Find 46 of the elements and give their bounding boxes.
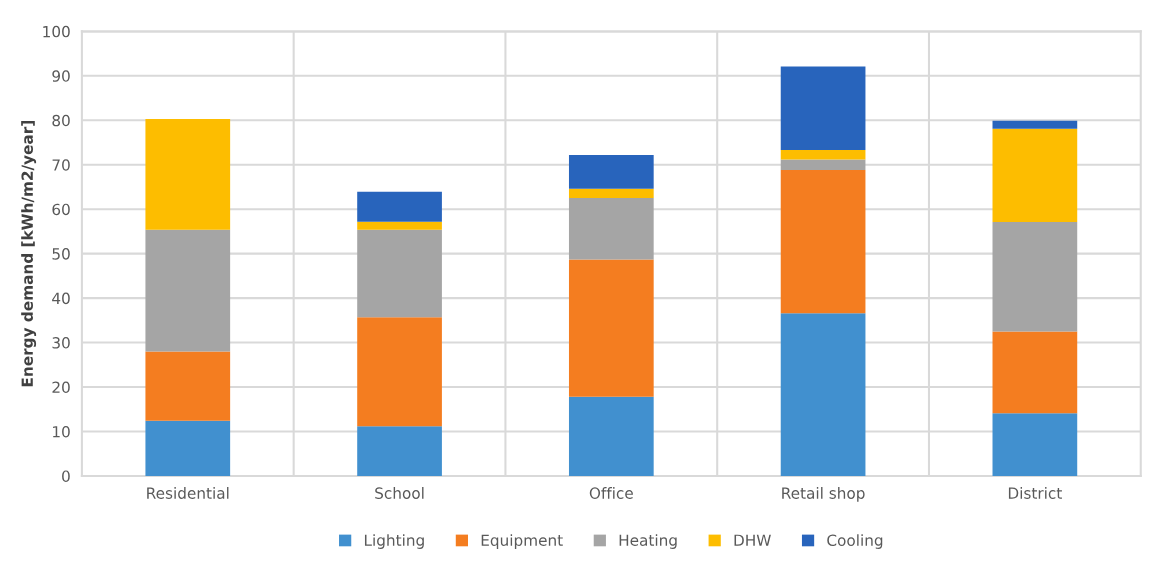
legend-label: DHW <box>734 534 771 546</box>
bar <box>992 413 1078 476</box>
x-tick-label: District <box>1008 487 1062 499</box>
bar <box>357 221 442 230</box>
y-tick-label: 20 <box>52 381 70 394</box>
legend-label: Cooling <box>827 534 883 549</box>
bar <box>992 331 1078 414</box>
bar <box>145 118 231 230</box>
x-tick-label: Retail shop <box>782 487 865 502</box>
y-tick-label: 30 <box>52 337 70 349</box>
bar <box>992 120 1078 129</box>
bar <box>780 159 866 171</box>
bar <box>357 191 442 222</box>
bar <box>568 396 654 476</box>
y-tick-label: 40 <box>52 292 70 305</box>
bar <box>145 420 231 476</box>
bar <box>357 229 442 318</box>
y-tick-label: 60 <box>52 203 70 216</box>
y-tick-label: 70 <box>52 159 70 171</box>
bar <box>357 317 442 427</box>
bar <box>357 426 442 476</box>
bar <box>568 198 654 260</box>
y-tick-label: 10 <box>53 425 70 438</box>
bar <box>992 222 1078 332</box>
y-tick-label: 50 <box>52 248 70 260</box>
bar <box>780 150 866 160</box>
x-tick-label: Residential <box>147 487 229 499</box>
x-tick-label: Office <box>589 487 633 499</box>
bar <box>780 313 866 476</box>
bar <box>145 229 231 352</box>
bar <box>780 66 866 151</box>
legend-label: Equipment <box>481 534 563 549</box>
bar <box>568 188 654 199</box>
legend-label: Lighting <box>364 534 424 549</box>
bar <box>992 128 1078 223</box>
legend-label: Heating <box>619 534 677 549</box>
y-tick-label: 90 <box>52 70 70 82</box>
y-tick-label: 100 <box>43 25 70 38</box>
y-tick-label: 0 <box>62 470 70 482</box>
bar <box>568 259 654 397</box>
x-tick-label: School <box>375 487 424 499</box>
y-axis-title: Energy demand [kWh/m2/year] <box>21 121 37 387</box>
bar <box>145 351 231 421</box>
bar <box>568 154 654 189</box>
y-tick-label: 80 <box>52 114 70 127</box>
bar <box>780 170 866 314</box>
